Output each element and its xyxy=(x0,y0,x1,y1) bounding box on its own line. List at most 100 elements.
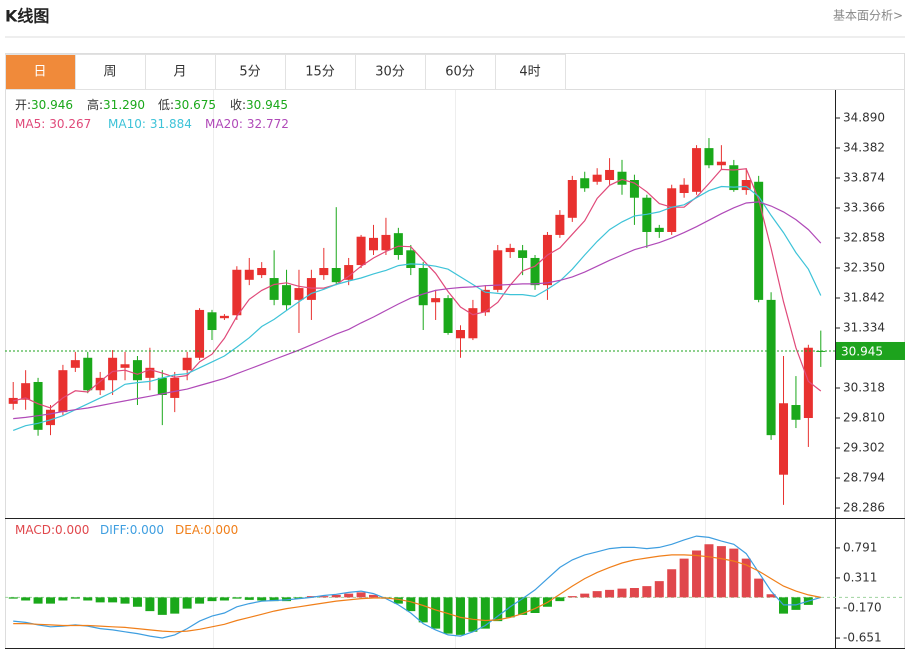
y-tick-label: -0.651 xyxy=(843,631,882,645)
macd-bar xyxy=(393,597,403,604)
candle-body xyxy=(418,268,428,306)
candle-body xyxy=(70,360,80,368)
y-tick-label: 28.794 xyxy=(843,471,885,485)
macd-bar xyxy=(331,594,341,598)
macd-bar xyxy=(468,597,478,632)
macd-bar xyxy=(8,597,18,599)
macd-bar xyxy=(605,589,615,598)
last-price-box xyxy=(836,341,905,360)
candle-body xyxy=(58,370,68,413)
tab-label[interactable]: 5分 xyxy=(239,65,260,80)
tab-label[interactable]: 15分 xyxy=(305,65,335,80)
macd-bar xyxy=(132,597,142,607)
candle-body xyxy=(170,377,180,398)
macd-bar xyxy=(83,597,93,601)
tab[interactable] xyxy=(215,54,286,90)
candle-body xyxy=(493,250,503,290)
macd-bar xyxy=(306,596,316,598)
candle-body xyxy=(83,357,93,391)
candle-body xyxy=(108,357,118,381)
legend-entry: DEA:0.000 xyxy=(175,523,238,537)
y-tick-label: 31.334 xyxy=(843,321,885,335)
macd-bar xyxy=(108,597,118,603)
candle-body xyxy=(257,268,267,276)
candle-body xyxy=(393,233,403,256)
candle-body xyxy=(431,298,441,303)
candle-body xyxy=(182,357,192,371)
macd-bar xyxy=(406,597,416,612)
ohlc-info-value: 31.290 xyxy=(103,98,145,112)
macd-bar xyxy=(592,591,602,598)
y-tick-label: -0.170 xyxy=(843,601,882,615)
macd-bar xyxy=(157,597,167,615)
macd-bar xyxy=(629,588,639,598)
macd-bar xyxy=(269,597,279,602)
macd-bar xyxy=(195,597,205,604)
macd-bar xyxy=(455,597,465,635)
macd-bar xyxy=(356,592,366,598)
macd-bar xyxy=(654,581,664,598)
candle-body xyxy=(356,236,366,266)
candle-body xyxy=(605,169,615,181)
candle-body xyxy=(33,381,43,430)
y-tick-label: 31.842 xyxy=(843,291,885,305)
macd-bar xyxy=(480,597,490,629)
macd-bar xyxy=(182,597,192,609)
candle-body xyxy=(729,165,739,191)
ma-line xyxy=(12,185,822,431)
macd-bar xyxy=(754,578,764,598)
candle-body xyxy=(766,299,776,436)
macd-bar xyxy=(518,597,528,615)
macd-bar xyxy=(170,597,180,614)
candle-body xyxy=(381,234,391,251)
macd-bar xyxy=(580,593,590,598)
candle-body xyxy=(555,214,565,235)
macd-bar xyxy=(33,597,43,604)
candle-body xyxy=(679,184,689,193)
tab-label[interactable]: 30分 xyxy=(375,65,405,80)
tab-label[interactable]: 月 xyxy=(173,65,186,80)
macd-bar xyxy=(766,594,776,598)
ohlc-info-value: 30.675 xyxy=(174,98,216,112)
candle-body xyxy=(580,178,590,189)
tab-label[interactable]: 周 xyxy=(103,65,116,80)
candle-body xyxy=(779,403,789,475)
tab[interactable] xyxy=(355,54,426,90)
ohlc-info-name: 开: xyxy=(15,98,31,112)
candle-body xyxy=(791,405,801,420)
y-tick-label: 33.874 xyxy=(843,170,885,184)
tab-label[interactable]: 60分 xyxy=(445,65,475,80)
candle-body xyxy=(455,330,465,339)
legend-entry: MA20: 32.772 xyxy=(205,117,289,131)
candle-body xyxy=(654,227,664,232)
candle-body xyxy=(219,315,229,319)
macd-bar xyxy=(145,597,155,612)
candle-body xyxy=(157,377,167,395)
ma-line xyxy=(13,201,822,420)
tab[interactable] xyxy=(5,54,76,90)
tab[interactable] xyxy=(495,54,566,90)
macd-bar xyxy=(58,597,68,601)
header-link[interactable]: 基本面分析> xyxy=(833,9,903,23)
macd-bar xyxy=(244,597,254,600)
tab[interactable] xyxy=(75,54,146,90)
ohlc-info-value: 30.946 xyxy=(31,98,73,112)
candle-body xyxy=(294,288,304,300)
ma-line xyxy=(13,168,822,409)
legend-name: MA20: xyxy=(205,117,243,131)
y-tick-label: 32.350 xyxy=(843,261,885,275)
macd-bar xyxy=(418,597,428,623)
legend-value: 0.000 xyxy=(55,523,89,537)
macd-bar xyxy=(120,597,130,604)
tab-label[interactable]: 日 xyxy=(33,65,46,80)
tab-label[interactable]: 4时 xyxy=(519,65,540,80)
candle-body xyxy=(21,383,31,400)
legend-value: 30.267 xyxy=(49,117,91,131)
y-tick-label: 29.302 xyxy=(843,441,885,455)
candle-body xyxy=(816,350,826,352)
macd-bar xyxy=(257,597,267,601)
candle-body xyxy=(629,180,639,198)
y-tick-label: 0.311 xyxy=(843,570,877,584)
candle-body xyxy=(741,180,751,191)
macd-bar xyxy=(555,597,565,602)
